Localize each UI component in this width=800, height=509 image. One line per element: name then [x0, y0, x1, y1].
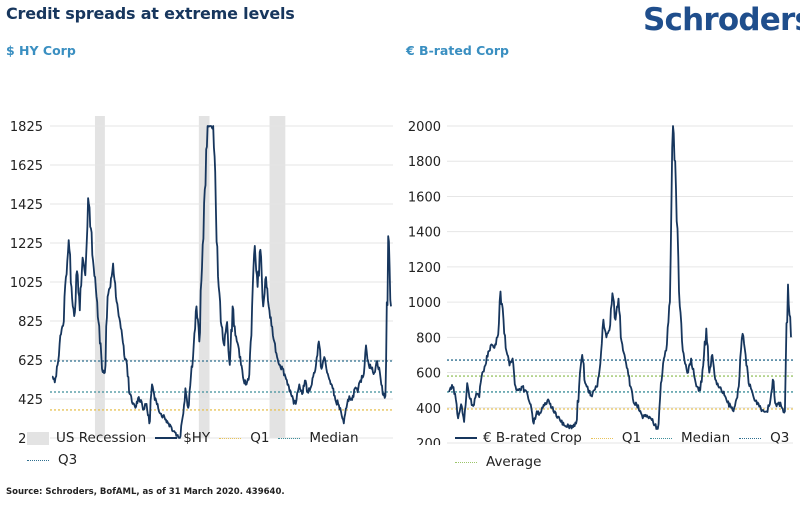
b-rated-corp-chart: 2000 1800 1600 1400 1200 1000 800 600 400 200: [408, 120, 793, 445]
legend-swatch-dotted: [590, 437, 613, 439]
recession-band: [94, 116, 105, 438]
y-tick-label: 1200: [408, 261, 441, 276]
right-chart-title: € B-rated Corp: [406, 43, 509, 58]
legend-item: US Recession: [27, 427, 146, 449]
hy-corp-chart: 18251625142512251025825625425225: [10, 116, 393, 445]
y-tick-label: 1425: [10, 198, 43, 213]
y-tick-label: 425: [18, 393, 43, 408]
b-rated-corp-legend: € B-rated Crop Q1 Median Q3 Average: [455, 427, 800, 473]
legend-label: € B-rated Crop: [483, 430, 582, 446]
legend-label: Q3: [770, 430, 790, 446]
legend-item: Median: [650, 427, 730, 449]
recession-band: [269, 116, 286, 438]
y-tick-label: 800: [416, 331, 441, 346]
y-tick-label: 1025: [10, 276, 43, 291]
y-tick-label: 1000: [408, 296, 441, 311]
y-tick-label: 400: [416, 402, 441, 417]
recession-band: [198, 116, 210, 438]
y-tick-label: 2000: [408, 120, 441, 135]
legend-swatch-line: [155, 437, 178, 439]
y-tick-label: 1600: [408, 190, 441, 205]
legend-label: Average: [486, 454, 542, 470]
legend-label: Q1: [250, 430, 270, 446]
legend-item: Q3: [27, 449, 77, 471]
legend-label: Median: [681, 430, 731, 446]
legend-swatch-rect: [27, 431, 49, 445]
series-line: [51, 125, 392, 439]
y-tick-label: 200: [416, 437, 441, 445]
y-tick-label: 1825: [10, 120, 43, 135]
legend-item: Average: [455, 451, 541, 473]
page-title: Credit spreads at extreme levels: [6, 4, 295, 23]
legend-item: Q1: [590, 427, 642, 449]
legend-swatch-dotted: [650, 437, 673, 439]
legend-label: US Recession: [56, 430, 147, 446]
legend-item: Q1: [219, 427, 269, 449]
legend-item: Median: [278, 427, 359, 449]
legend-item: € B-rated Crop: [455, 427, 582, 449]
schroders-logo: Schroders: [643, 2, 800, 38]
legend-item: $HY: [155, 427, 210, 449]
y-tick-label: 825: [18, 315, 43, 330]
legend-item: Q3: [739, 427, 789, 449]
legend-swatch-dotted: [27, 459, 49, 461]
legend-swatch-dotted: [219, 437, 242, 439]
legend-swatch-dotted: [455, 461, 477, 463]
y-tick-label: 1625: [10, 159, 43, 174]
y-tick-label: 1400: [408, 226, 441, 241]
hy-corp-legend: US Recession $HY Q1 Median Q3: [27, 427, 407, 471]
y-tick-label: 1800: [408, 155, 441, 170]
legend-swatch-line: [455, 437, 477, 439]
legend-label: Q3: [58, 452, 78, 468]
source-note: Source: Schroders, BofAML, as of 31 Marc…: [6, 487, 285, 497]
y-tick-label: 625: [18, 354, 43, 369]
legend-label: Median: [309, 430, 359, 446]
series-line: [448, 125, 792, 430]
left-chart-title: $ HY Corp: [6, 43, 76, 58]
legend-swatch-dotted: [278, 437, 301, 439]
legend-swatch-dotted: [739, 437, 762, 439]
legend-label: $HY: [183, 430, 211, 446]
legend-label: Q1: [621, 430, 642, 446]
y-tick-label: 600: [416, 367, 441, 382]
y-tick-label: 1225: [10, 237, 43, 252]
